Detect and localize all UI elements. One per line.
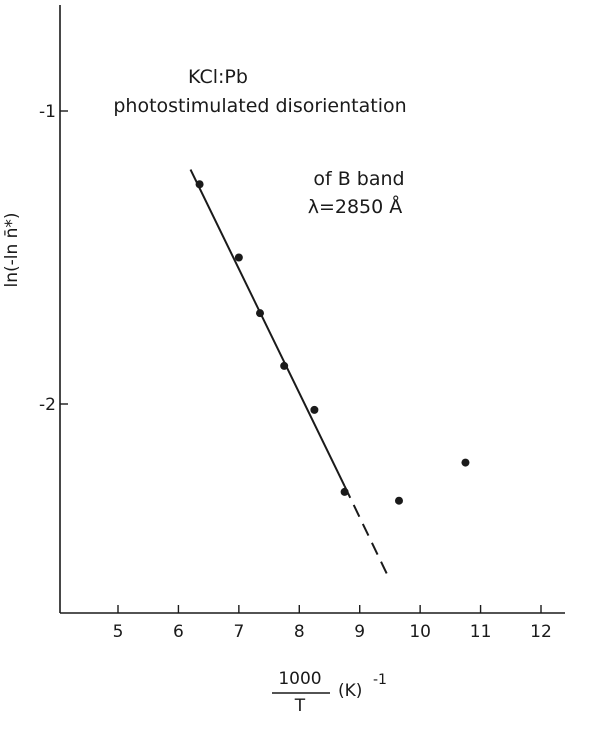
data-point: [461, 458, 470, 467]
x-tick-label: 12: [530, 622, 552, 642]
x-tick-label: 8: [294, 622, 305, 642]
annotation-material: KCl:Pb: [188, 66, 248, 88]
data-points: [195, 180, 470, 505]
data-point: [340, 487, 349, 496]
x-tick-label: 10: [409, 622, 431, 642]
x-tick-label: 9: [354, 622, 365, 642]
x-tick-label: 5: [113, 622, 124, 642]
data-point: [394, 496, 403, 505]
fit-line-solid: [189, 169, 346, 487]
x-tick-label: 6: [173, 622, 184, 642]
data-point: [256, 309, 265, 318]
data-point: [280, 361, 289, 370]
data-point: [234, 253, 243, 262]
data-point: [195, 180, 204, 189]
x-axis-label-unit: (K): [338, 681, 362, 701]
annotation-process: photostimulated disorientation: [113, 95, 406, 117]
y-tick-label: -2: [39, 395, 56, 415]
x-ticks: 5 6 7 8 9 10 11 12: [113, 605, 552, 642]
fit-line-dashed: [343, 485, 388, 575]
y-tick-label: -1: [39, 102, 56, 122]
x-tick-label: 7: [233, 622, 244, 642]
annotation-band: of B band: [313, 168, 404, 190]
fit-line-group: [189, 169, 388, 575]
y-ticks: -1 -2: [39, 102, 68, 415]
x-tick-label: 11: [470, 622, 492, 642]
x-axis-label-numerator: 1000: [278, 669, 321, 689]
x-axis-label: 1000 T (K) -1: [272, 669, 387, 716]
x-axis-label-exponent: -1: [373, 672, 387, 688]
data-point: [310, 405, 319, 414]
y-axis-label: ln(-ln n̄*): [2, 212, 22, 287]
annotation-wavelength: λ=2850 Å: [308, 195, 403, 218]
x-axis-label-denominator: T: [294, 696, 306, 716]
